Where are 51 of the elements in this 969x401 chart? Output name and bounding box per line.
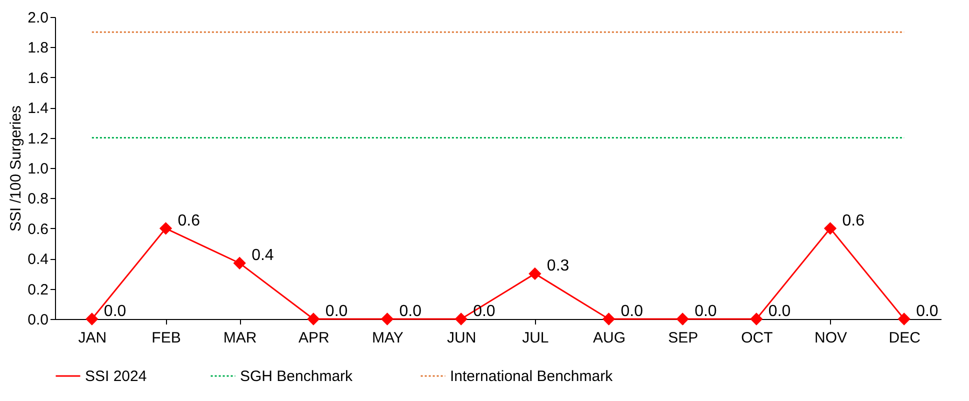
data-label: 0.4 xyxy=(252,247,274,264)
x-tick-label: MAR xyxy=(223,330,257,346)
y-tick-label: 1.8 xyxy=(28,40,48,57)
point xyxy=(380,312,394,326)
y-axis-title: SSI /100 Surgeries xyxy=(8,106,25,232)
x-tick-label: SEP xyxy=(668,330,698,346)
data-label: 0.0 xyxy=(694,303,717,320)
x-tick-label: JUN xyxy=(446,330,476,346)
x-tick-label: NOV xyxy=(814,330,848,346)
y-tick-label: 1.2 xyxy=(28,130,48,148)
data-label: 0.6 xyxy=(178,212,200,230)
legend-label: SGH Benchmark xyxy=(240,368,354,385)
x-tick-label: APR xyxy=(298,330,330,346)
x-tick-label: DEC xyxy=(888,330,921,346)
point xyxy=(307,312,320,326)
data-label: 0.0 xyxy=(399,303,422,320)
point xyxy=(454,312,468,326)
data-label: 0.3 xyxy=(546,258,570,275)
x-tick-label: JUL xyxy=(522,330,549,346)
x-tick-label: AUG xyxy=(592,330,626,346)
point xyxy=(86,312,98,326)
point xyxy=(676,312,689,326)
y-tick-label: 0.0 xyxy=(28,312,48,328)
data-label: 0.0 xyxy=(768,303,791,320)
point xyxy=(824,222,837,235)
y-tick-label: 0.2 xyxy=(28,281,48,298)
y-tick-label: 1.4 xyxy=(28,100,48,118)
legend-label: SSI 2024 xyxy=(85,368,147,385)
data-label: 0.0 xyxy=(620,303,644,320)
data-label: 0.0 xyxy=(916,303,938,320)
x-tick-label: OCT xyxy=(741,330,773,346)
x-tick-label: FEB xyxy=(152,330,181,346)
y-tick-label: 1.0 xyxy=(28,160,48,178)
point xyxy=(602,312,616,326)
x-tick-label: MAY xyxy=(372,330,404,346)
data-label: 0.6 xyxy=(842,212,865,230)
y-tick-label: 1.6 xyxy=(28,70,48,87)
data-label: 0.0 xyxy=(104,303,126,320)
point xyxy=(750,312,763,326)
y-tick-label: 0.6 xyxy=(28,220,48,238)
point xyxy=(528,267,542,280)
legend-label: International Benchmark xyxy=(450,368,614,385)
x-tick-label: JAN xyxy=(78,330,107,346)
point xyxy=(898,312,910,326)
data-label: 0.0 xyxy=(473,303,496,320)
point xyxy=(233,256,246,270)
y-tick-label: 0.4 xyxy=(28,251,48,268)
y-tick-label: 0.8 xyxy=(28,190,48,208)
y-tick-label: 2.0 xyxy=(28,10,48,26)
point xyxy=(159,222,172,235)
data-label: 0.0 xyxy=(325,303,348,320)
